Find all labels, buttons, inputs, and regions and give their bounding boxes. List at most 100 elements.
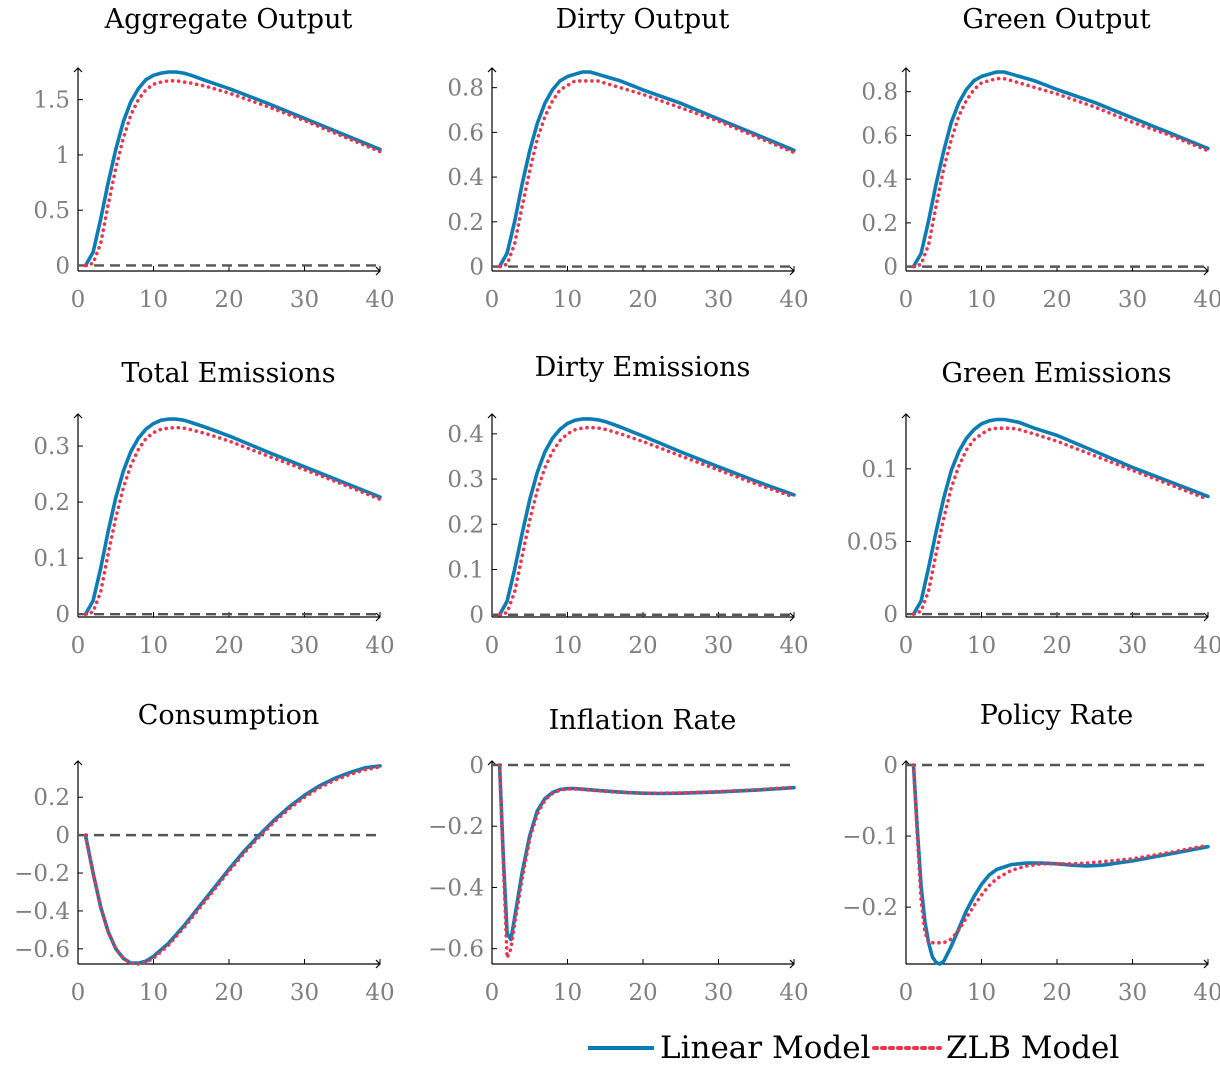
series-zlb-model xyxy=(497,425,796,617)
y-axis-arrow xyxy=(901,67,911,73)
y-tick-label: 0.2 xyxy=(33,785,70,811)
y-axis-arrow xyxy=(487,413,497,419)
series-zlb-model xyxy=(911,763,1210,945)
x-tick-label: 20 xyxy=(628,980,657,1006)
y-tick-label: 0.1 xyxy=(33,546,70,572)
x-tick-label: 40 xyxy=(779,980,808,1006)
y-tick-label: 0.2 xyxy=(447,512,484,538)
x-tick-label: 30 xyxy=(1118,287,1147,313)
y-tick-label: −0.2 xyxy=(428,814,484,840)
x-tick-label: 0 xyxy=(485,633,500,659)
series-linear-model xyxy=(497,417,796,617)
x-tick-label: 40 xyxy=(365,980,394,1006)
panel-8: Policy Rate 0 10 20 30 40 −0.2 −0.1 0 xyxy=(842,700,1220,1006)
series-linear-model xyxy=(83,417,382,617)
x-tick-label: 20 xyxy=(214,287,243,313)
x-tick-label: 0 xyxy=(71,633,86,659)
y-axis-arrow xyxy=(487,760,497,766)
y-tick-label: 0 xyxy=(55,253,70,279)
x-tick-label: 10 xyxy=(967,287,996,313)
x-tick-label: 30 xyxy=(1118,980,1147,1006)
x-tick-label: 30 xyxy=(704,980,733,1006)
x-tick-label: 0 xyxy=(485,287,500,313)
series-linear-model xyxy=(497,70,796,269)
x-tick-label: 30 xyxy=(290,980,319,1006)
series-linear-model xyxy=(911,763,1210,966)
x-tick-label: 30 xyxy=(704,287,733,313)
x-tick-label: 0 xyxy=(899,633,914,659)
series-linear-model xyxy=(497,763,796,942)
y-tick-label: 0.1 xyxy=(447,558,484,584)
panel-0: Aggregate Output 0 10 20 30 40 0 0.5 1 1.5 xyxy=(33,4,394,313)
y-tick-label: 0.8 xyxy=(861,80,898,106)
panel-3: Total Emissions 0 10 20 30 40 0 0.1 0.2 0.3 xyxy=(33,358,394,659)
y-tick-label: −0.2 xyxy=(842,895,898,921)
y-tick-label: 0.2 xyxy=(861,211,898,237)
x-tick-label: 40 xyxy=(365,633,394,659)
x-tick-label: 0 xyxy=(71,287,86,313)
x-tick-label: 10 xyxy=(139,633,168,659)
y-axis-arrow xyxy=(901,413,911,419)
series-linear-model xyxy=(83,70,382,268)
x-tick-label: 40 xyxy=(1193,633,1220,659)
y-tick-label: 0.5 xyxy=(33,198,70,224)
y-tick-label: 1.5 xyxy=(33,88,70,114)
panel-7: Inflation Rate 0 10 20 30 40 −0.6 −0.4 −0.2 0 xyxy=(428,705,809,1006)
y-axis-arrow xyxy=(901,760,911,766)
panel-title: Green Emissions xyxy=(941,358,1171,389)
x-tick-label: 20 xyxy=(1042,980,1071,1006)
x-tick-label: 30 xyxy=(290,287,319,313)
panel-title: Total Emissions xyxy=(121,358,335,389)
y-tick-label: 0 xyxy=(469,255,484,281)
y-tick-label: 0 xyxy=(55,602,70,628)
panel-title: Dirty Output xyxy=(556,4,730,35)
x-tick-label: 10 xyxy=(139,287,168,313)
series-zlb-model xyxy=(83,425,382,617)
panel-title: Inflation Rate xyxy=(549,705,737,736)
panel-title: Consumption xyxy=(138,700,320,731)
series-linear-model xyxy=(911,417,1210,616)
x-tick-label: 10 xyxy=(553,287,582,313)
x-tick-label: 10 xyxy=(967,980,996,1006)
x-tick-label: 40 xyxy=(779,287,808,313)
y-tick-label: 0 xyxy=(469,753,484,779)
x-tick-label: 30 xyxy=(1118,633,1147,659)
panel-title: Aggregate Output xyxy=(104,4,353,35)
y-tick-label: 0 xyxy=(469,603,484,629)
panel-title: Policy Rate xyxy=(980,700,1133,731)
x-tick-label: 40 xyxy=(779,633,808,659)
x-tick-label: 40 xyxy=(1193,980,1220,1006)
y-tick-label: −0.4 xyxy=(428,875,484,901)
y-tick-label: 0.1 xyxy=(861,457,898,483)
x-tick-label: 20 xyxy=(628,633,657,659)
y-tick-label: 1 xyxy=(55,143,70,169)
x-tick-label: 0 xyxy=(71,980,86,1006)
series-zlb-model xyxy=(83,79,382,268)
legend-zlb-label: ZLB Model xyxy=(946,1030,1119,1066)
panel-5: Green Emissions 0 10 20 30 40 0 0.05 0.1 xyxy=(847,358,1220,659)
y-tick-label: 0.4 xyxy=(447,422,484,448)
series-zlb-model xyxy=(83,765,382,966)
y-tick-label: 0.4 xyxy=(861,167,898,193)
x-tick-label: 10 xyxy=(553,633,582,659)
y-axis-arrow xyxy=(73,413,83,419)
x-tick-label: 20 xyxy=(214,633,243,659)
y-axis-arrow xyxy=(487,67,497,73)
x-tick-label: 0 xyxy=(485,980,500,1006)
panel-6: Consumption 0 10 20 30 40 −0.6 −0.4 −0.2 0 0.2 xyxy=(14,700,395,1006)
y-tick-label: −0.6 xyxy=(14,937,70,963)
panel-4: Dirty Emissions 0 10 20 30 40 0 0.1 0.2 0.3 0.4 xyxy=(447,352,808,659)
y-tick-label: 0 xyxy=(883,753,898,779)
x-tick-label: 30 xyxy=(290,633,319,659)
x-tick-label: 40 xyxy=(365,287,394,313)
y-tick-label: 0.6 xyxy=(447,120,484,146)
y-tick-label: 0.4 xyxy=(447,165,484,191)
y-axis-arrow xyxy=(73,760,83,766)
x-tick-label: 30 xyxy=(704,633,733,659)
y-tick-label: −0.6 xyxy=(428,937,484,963)
panel-2: Green Output 0 10 20 30 40 0 0.2 0.4 0.6 0.8 xyxy=(861,4,1220,313)
x-tick-label: 20 xyxy=(1042,633,1071,659)
y-tick-label: 0 xyxy=(883,255,898,281)
y-tick-label: 0.8 xyxy=(447,76,484,102)
